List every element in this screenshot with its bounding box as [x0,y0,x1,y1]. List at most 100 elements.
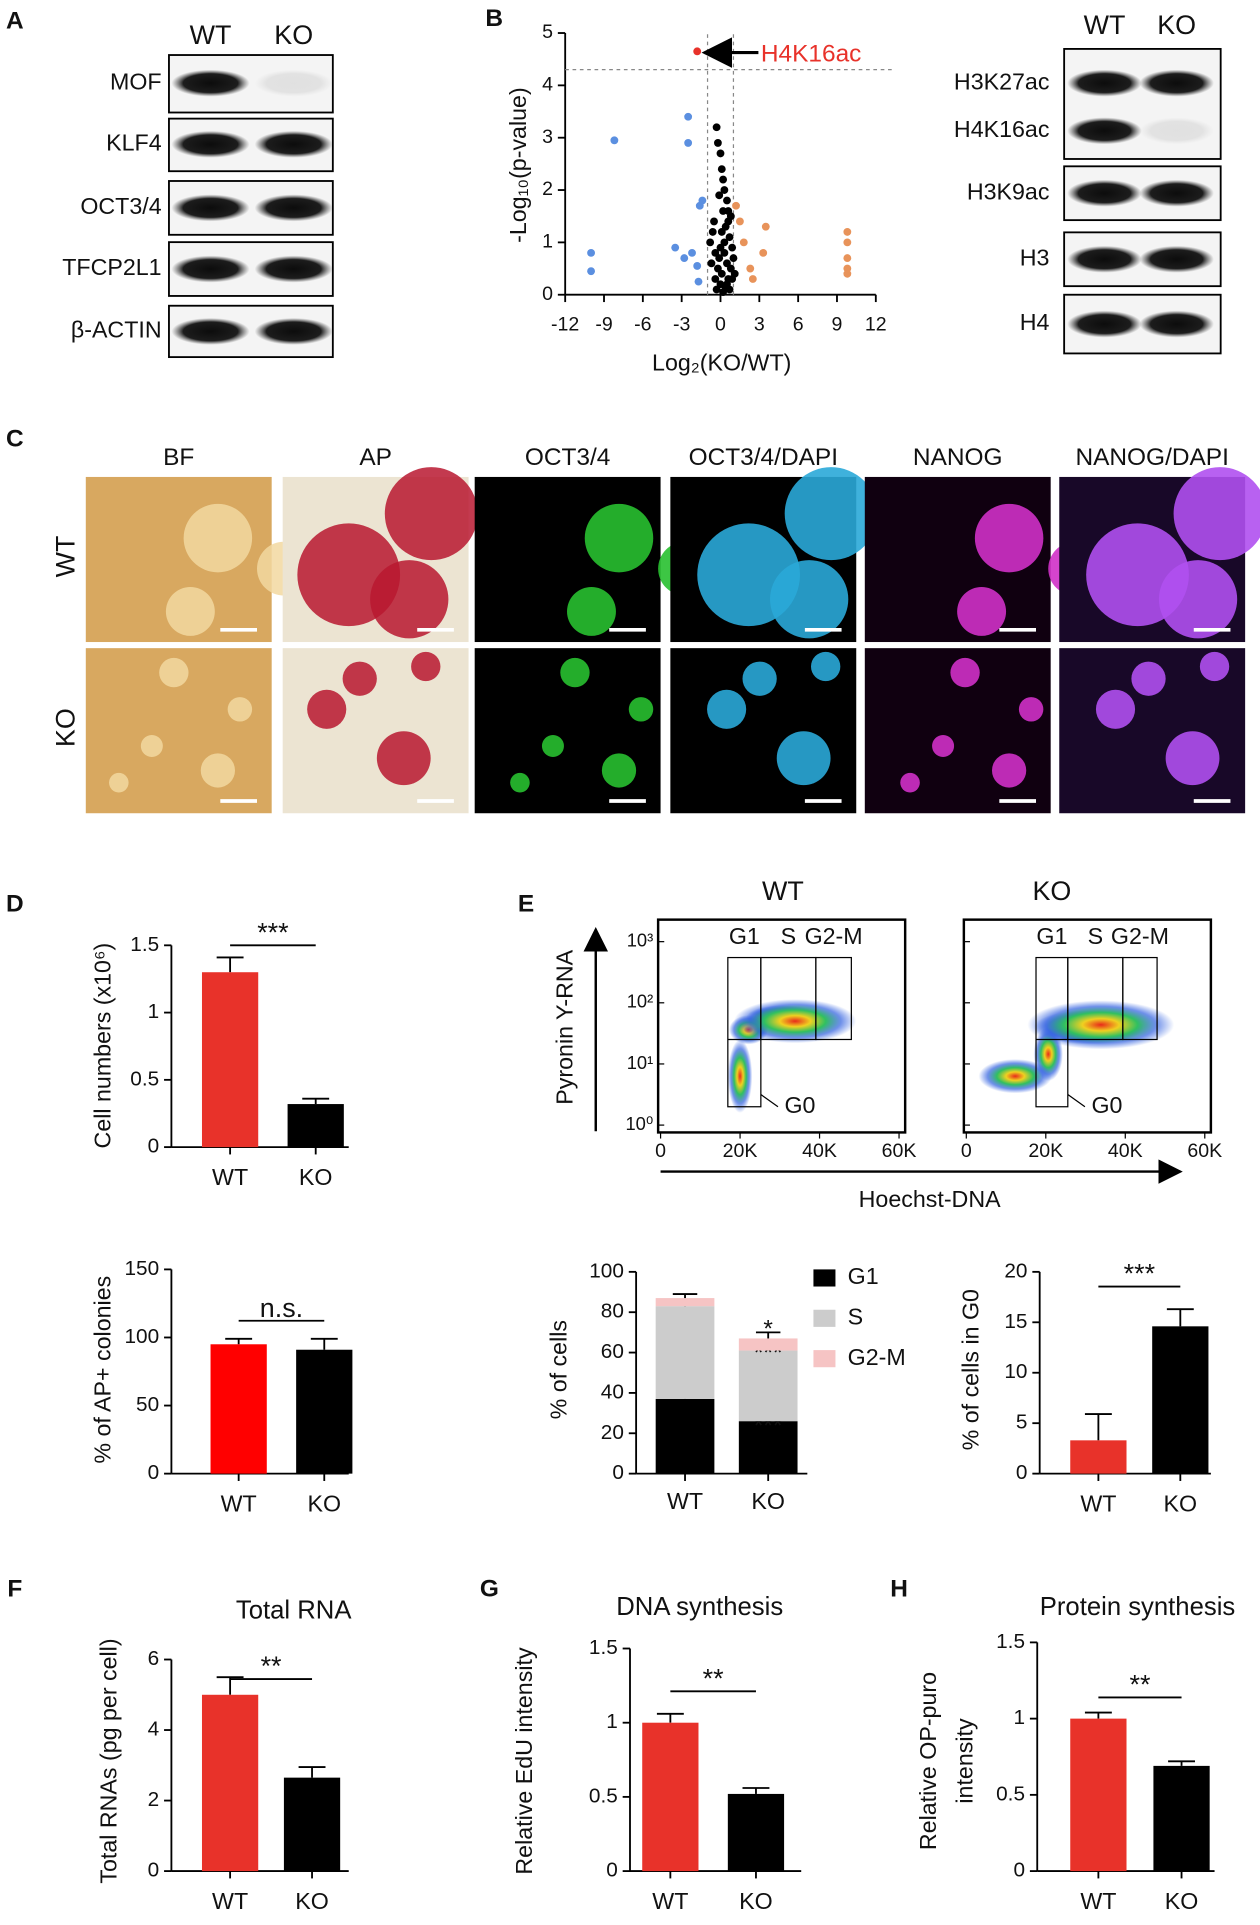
gate-label: G2-M [805,923,863,949]
column-label: OCT3/4/DAPI [689,444,838,471]
x-tick-label: WT [221,1491,257,1517]
y-axis-label: Pyronin Y-RNA [552,949,578,1104]
y-tick-label: 1.5 [996,1630,1025,1653]
y-axis-label: % of cells [545,1320,571,1419]
point [711,275,720,283]
y-tick-label: 0 [542,283,553,305]
density [733,999,857,1044]
column-label: AP [359,444,392,471]
chart-title: Protein synthesis [1040,1593,1236,1621]
colony [991,753,1027,788]
panel-label: E [518,890,534,917]
blot-band [1139,310,1214,338]
colony [376,731,431,786]
blot-band [254,194,333,222]
gate-label: G1 [1036,923,1067,949]
point [694,277,703,286]
point [587,267,595,276]
colony [567,587,616,636]
legend-swatch [813,1309,836,1327]
gate-label: S [1088,923,1104,949]
point [725,285,734,294]
point [728,243,737,252]
density [978,1059,1052,1094]
colony [140,734,163,757]
colony [1165,731,1220,786]
point [748,275,757,283]
colony [183,503,253,573]
colony [770,560,849,639]
y-tick-label: 1.5 [130,933,159,956]
significance: ** [1129,1670,1150,1700]
significance: ** [261,1651,282,1681]
colony [932,734,955,757]
x-axis-label: Hoechst-DNA [859,1186,1001,1212]
bar [210,1344,267,1474]
x-tick-label: 3 [754,313,765,335]
panel-label: D [6,890,24,917]
point [684,139,693,147]
bar [727,1793,785,1872]
point [720,186,729,194]
y-tick-label: 0 [1016,1461,1028,1484]
colony [370,560,449,639]
gate-label: G0 [784,1092,815,1118]
colony [742,661,777,696]
bar-segment [738,1350,798,1422]
y-tick-label: 0 [606,1859,618,1882]
chart-title: WT [762,876,804,906]
colony [510,772,530,793]
column-label: NANOG [913,444,1003,471]
point [715,191,724,200]
point [712,285,721,294]
point [716,243,725,252]
x-tick-label: KO [295,1888,329,1914]
x-tick-label: WT [1080,1491,1116,1517]
column-label: NANOG/DAPI [1075,444,1228,471]
y-axis-label: Total RNAs (pg per cell) [95,1638,121,1883]
point [759,248,768,257]
colony [227,697,253,722]
blot-band [1067,310,1142,338]
significance: * [763,1315,773,1342]
y-tick-label: 100 [589,1259,624,1282]
y-axis-label: intensity [951,1718,977,1804]
colony [950,657,980,688]
y-tick-label: 10³ [627,929,653,950]
column-label: BF [163,444,194,471]
x-tick-label: 20K [723,1140,758,1162]
point [713,139,722,147]
row-label: H3 [1020,244,1050,270]
bar [287,1104,344,1148]
point [843,269,852,278]
point [610,136,619,145]
row-label: H3K9ac [967,178,1050,204]
point [693,262,702,270]
y-axis-label: Cell numbers (x10⁶) [89,943,115,1149]
y-axis-label: Relative EdU intensity [511,1647,537,1875]
y-tick-label: 0.5 [589,1784,618,1807]
point [724,217,733,226]
point [587,248,595,257]
column-label: KO [274,20,313,50]
x-tick-label: WT [212,1888,248,1914]
panel-label: G [480,1575,499,1602]
blot-band [254,130,333,158]
y-tick-label: 2 [148,1788,160,1811]
gate [815,956,852,1041]
x-tick-label: -12 [551,313,579,335]
y-tick-label: 60 [601,1340,624,1363]
column-label: WT [190,20,232,50]
colony [411,651,441,682]
annotation: H4K16ac [761,40,862,67]
column-label: WT [1084,10,1126,40]
y-tick-label: 0.5 [130,1067,159,1090]
colony [584,503,654,573]
point [712,123,721,132]
blot-band [1139,179,1214,207]
gate-pointer [1067,1094,1086,1108]
bar [1070,1440,1127,1474]
blot-band [171,194,250,222]
point [684,112,693,121]
